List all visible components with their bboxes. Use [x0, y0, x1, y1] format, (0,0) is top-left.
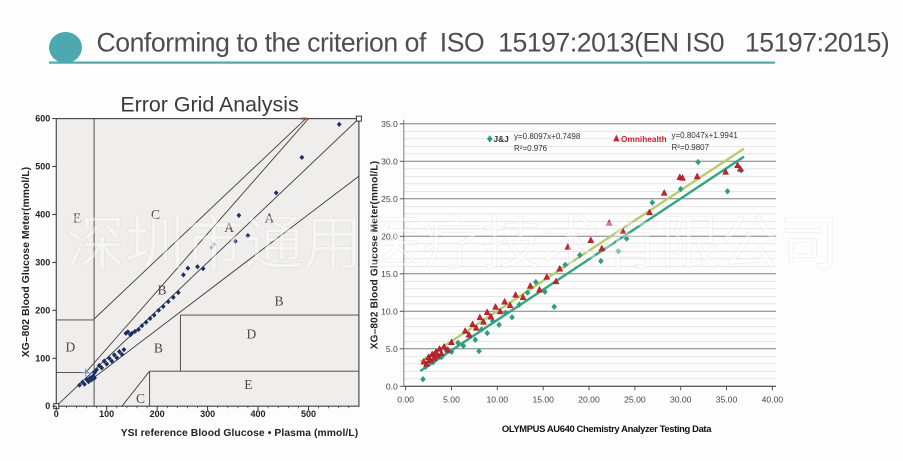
svg-text:YSI reference Blood Glucose •: YSI reference Blood Glucose • Plasma (mm… — [121, 428, 359, 439]
svg-text:C: C — [136, 391, 145, 406]
svg-text:25.00: 25.00 — [624, 395, 646, 405]
svg-text:XG–802 Blood Glucose Meter(mmo: XG–802 Blood Glucose Meter(mmol/L) — [370, 161, 381, 350]
svg-text:0: 0 — [54, 409, 59, 419]
svg-text:D: D — [247, 327, 257, 342]
svg-text:10.0: 10.0 — [381, 306, 398, 316]
svg-text:A: A — [224, 220, 234, 235]
svg-text:Omnihealth: Omnihealth — [621, 134, 667, 144]
svg-text:40.00: 40.00 — [762, 395, 784, 405]
svg-text:E: E — [244, 377, 252, 392]
svg-text:200: 200 — [150, 409, 165, 419]
svg-text:R²=0.9807: R²=0.9807 — [672, 143, 710, 152]
svg-text:300: 300 — [200, 409, 215, 419]
svg-text:5.00: 5.00 — [443, 395, 460, 405]
svg-text:0: 0 — [45, 401, 50, 411]
svg-text:100: 100 — [35, 353, 50, 363]
svg-text:500: 500 — [301, 409, 316, 419]
svg-text:400: 400 — [35, 210, 50, 220]
svg-text:20.00: 20.00 — [578, 395, 600, 405]
svg-text:B: B — [158, 283, 167, 298]
svg-text:y=0.8097x+0.7498: y=0.8097x+0.7498 — [514, 132, 581, 141]
svg-text:E: E — [73, 211, 81, 226]
svg-text:R²=0.976: R²=0.976 — [514, 144, 548, 153]
svg-text:D: D — [66, 340, 76, 355]
svg-text:Error Grid Analysis: Error Grid Analysis — [120, 93, 298, 117]
svg-text:20.0: 20.0 — [381, 231, 398, 241]
svg-text:C: C — [151, 207, 160, 222]
svg-text:0.00: 0.00 — [397, 395, 414, 405]
svg-text:100: 100 — [99, 409, 114, 419]
svg-text:35.00: 35.00 — [716, 395, 738, 405]
svg-text:25.0: 25.0 — [381, 194, 398, 204]
svg-text:OLYMPUS AU640 Chemistry Analyz: OLYMPUS AU640 Chemistry Analyzer Testing… — [502, 423, 712, 434]
svg-text:10.00: 10.00 — [487, 395, 509, 405]
svg-text:300: 300 — [35, 257, 50, 267]
svg-text:35.0: 35.0 — [381, 119, 398, 129]
svg-text:B: B — [154, 340, 163, 355]
svg-text:0.0: 0.0 — [386, 381, 398, 391]
svg-text:400: 400 — [250, 409, 265, 419]
svg-text:y=0.8047x+1.9941: y=0.8047x+1.9941 — [672, 131, 739, 140]
svg-text:J&J: J&J — [494, 134, 510, 144]
svg-text:A: A — [265, 211, 275, 226]
svg-text:5.0: 5.0 — [386, 344, 398, 354]
svg-text:200: 200 — [35, 305, 50, 315]
svg-text:600: 600 — [35, 114, 50, 124]
svg-text:500: 500 — [35, 162, 50, 172]
svg-text:15.0: 15.0 — [381, 269, 398, 279]
svg-text:30.0: 30.0 — [381, 156, 398, 166]
svg-text:15.00: 15.00 — [532, 395, 554, 405]
svg-text:B: B — [275, 294, 284, 309]
svg-text:Conforming to the criterion of: Conforming to the criterion of ISO 15197… — [97, 28, 890, 58]
svg-text:30.00: 30.00 — [670, 395, 692, 405]
svg-text:XG–802 Blood Glucose Meter(mmo: XG–802 Blood Glucose Meter(mmol/L) — [21, 167, 32, 358]
